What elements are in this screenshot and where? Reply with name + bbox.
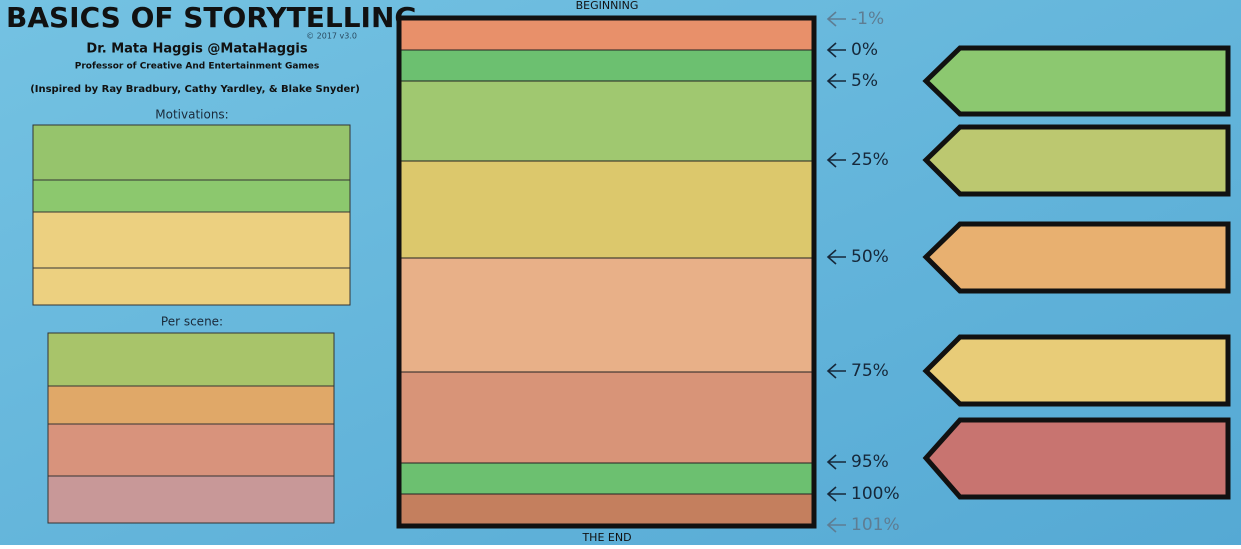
tag: [922, 417, 1231, 500]
band: [32, 124, 351, 181]
band: [32, 179, 351, 213]
title: BASICS OF STORYTELLING: [6, 1, 417, 34]
band: [399, 257, 814, 373]
motivations-label: Motivations:: [155, 108, 228, 122]
tag: [922, 221, 1231, 294]
version: © 2017 v3.0: [306, 32, 357, 41]
marker-label: 25%: [851, 150, 889, 170]
timeline: [399, 18, 814, 526]
affiliation: Professor of Creative And Entertainment …: [75, 62, 320, 72]
timeline-frame: [396, 15, 817, 529]
band: [399, 160, 814, 259]
end-label: THE END: [581, 531, 631, 544]
band: [399, 493, 814, 526]
band: [399, 462, 814, 495]
marker-arrow: [826, 486, 846, 502]
band: [32, 267, 351, 306]
marker-arrow: [826, 363, 846, 379]
band: [47, 385, 335, 425]
marker-label: 95%: [851, 452, 889, 472]
marker-arrow: [826, 454, 846, 470]
marker-arrow: [826, 517, 846, 533]
band: [47, 475, 335, 524]
band: [47, 423, 335, 477]
motivations-panel: [32, 124, 351, 306]
marker-arrow: [826, 249, 846, 265]
marker-label: 75%: [851, 361, 889, 381]
marker-label: 50%: [851, 247, 889, 267]
marker-label: 100%: [851, 484, 900, 504]
markers: -1% 0% 5% 25% 50% 75% 95% 100% 101%: [826, 9, 900, 535]
author: Dr. Mata Haggis @MataHaggis: [86, 42, 307, 57]
band: [399, 80, 814, 162]
tag: [922, 124, 1231, 197]
start-label: BEGINNING: [576, 0, 639, 12]
marker-arrow: [826, 11, 846, 27]
credit: (Inspired by Ray Bradbury, Cathy Yardley…: [30, 84, 360, 95]
marker-arrow: [826, 42, 846, 58]
marker-arrow: [826, 152, 846, 168]
marker-label: 101%: [851, 515, 900, 535]
marker-label: 0%: [851, 40, 878, 60]
band: [399, 18, 814, 51]
band: [32, 211, 351, 269]
marker-label: 5%: [851, 71, 878, 91]
per-scene-panel: [47, 332, 335, 524]
tag: [922, 334, 1231, 407]
tag-arrows: [922, 45, 1231, 500]
per-scene-label: Per scene:: [161, 315, 223, 329]
band: [399, 49, 814, 82]
tag: [922, 45, 1231, 117]
marker-label: -1%: [851, 9, 884, 29]
marker-arrow: [826, 73, 846, 89]
band: [47, 332, 335, 387]
band: [399, 371, 814, 464]
